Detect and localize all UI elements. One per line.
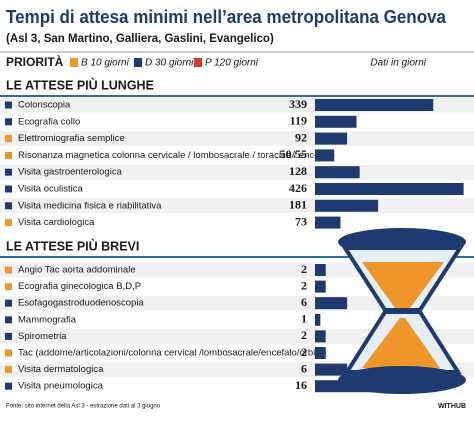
value-label: 16 [295, 378, 307, 392]
value-label: 6 [301, 361, 307, 375]
legend-title: PRIORITÀ [6, 54, 64, 69]
category-label: Visita pneumologica [18, 381, 104, 392]
value-label: 128 [289, 164, 307, 178]
row-band [0, 295, 474, 311]
bar [315, 313, 321, 326]
priority-marker [5, 332, 12, 340]
priority-marker [5, 202, 12, 210]
priority-marker [5, 219, 12, 227]
category-label: Angio Tac aorta addominale [18, 265, 136, 276]
legend-swatch [134, 58, 142, 67]
category-label: Elettromiografia semplice [18, 133, 125, 144]
section-title: LE ATTESE PIÙ BREVI [6, 238, 139, 253]
bar [315, 166, 360, 179]
legend-swatch [194, 58, 202, 67]
category-label: Ecografia ginecologica B,D,P [18, 281, 141, 292]
value-label: 339 [289, 97, 307, 111]
bar [315, 363, 348, 376]
category-label: Visita medicina fisica e riabilitativa [18, 200, 162, 211]
section-title: LE ATTESE PIÙ LUNGHE [6, 77, 154, 92]
category-label: Colonscopia [18, 100, 71, 111]
value-label: 181 [289, 198, 307, 212]
row-band [0, 148, 474, 163]
row-band [0, 279, 474, 294]
value-label: 6 [301, 295, 307, 309]
bar [315, 183, 464, 195]
bar [315, 115, 357, 128]
priority-marker [5, 135, 12, 143]
category-label: Spirometria [18, 331, 67, 342]
bar [315, 380, 401, 393]
unit-note: Dati in giorni [370, 58, 426, 69]
bar [315, 216, 341, 229]
category-label: Visita oculistica [18, 184, 83, 195]
bar [315, 330, 326, 343]
bar [315, 149, 335, 162]
value-label: 119 [290, 114, 307, 128]
value-label: 2 [301, 328, 307, 342]
source: Fonte: sito internet della Asl 3 - estra… [6, 404, 161, 410]
legend-swatch [70, 58, 78, 67]
category-label: Tac (addome/articolazioni/colonna cervic… [18, 348, 326, 359]
priority-marker [5, 151, 12, 159]
priority-marker [5, 168, 12, 176]
value-label: 2 [301, 345, 307, 359]
bar [315, 99, 434, 111]
priority-marker [5, 266, 12, 274]
value-label: 2 [301, 278, 307, 292]
row-band [0, 131, 474, 146]
title: Tempi di attesa minimi nell’area metropo… [6, 7, 447, 27]
value-label: 50/55 [280, 147, 307, 161]
category-label: Esofagogastroduodenoscopia [18, 298, 144, 309]
row-band [0, 329, 474, 344]
bar [315, 297, 348, 310]
value-label: 1 [301, 312, 307, 326]
bar [315, 347, 326, 359]
category-label: Ecografia collo [18, 116, 80, 127]
legend-label: D 30 giorni [145, 58, 194, 69]
value-label: 2 [301, 262, 307, 276]
priority-marker [5, 382, 12, 390]
value-label: 92 [295, 130, 307, 144]
priority-marker [5, 101, 12, 109]
bar [315, 199, 379, 212]
bar [315, 264, 326, 276]
category-label: Visita gastroenterologica [18, 167, 123, 178]
category-label: Mammografia [18, 314, 77, 325]
category-label: Visita cardiologica [18, 217, 95, 228]
value-label: 426 [289, 181, 307, 195]
priority-marker [5, 299, 12, 307]
row-band [0, 312, 474, 328]
priority-marker [5, 118, 12, 126]
category-label: Visita dermatologica [18, 364, 104, 375]
brand: WITHUB [438, 403, 466, 410]
legend-label: B 10 giorni [81, 58, 130, 69]
priority-marker [5, 349, 12, 357]
row-band [0, 215, 474, 230]
bar [315, 132, 348, 145]
value-label: 73 [295, 214, 307, 228]
subtitle: (Asl 3, San Martino, Galliera, Gaslini, … [6, 33, 274, 45]
priority-marker [5, 283, 12, 291]
priority-marker [5, 316, 12, 324]
category-label: Risonanza magnetica colonna cervicale / … [18, 150, 335, 161]
legend-label: P 120 giorni [205, 58, 259, 69]
priority-marker [5, 185, 12, 193]
bar [315, 280, 326, 293]
hourglass-illustration [338, 228, 466, 394]
priority-marker [5, 366, 12, 374]
